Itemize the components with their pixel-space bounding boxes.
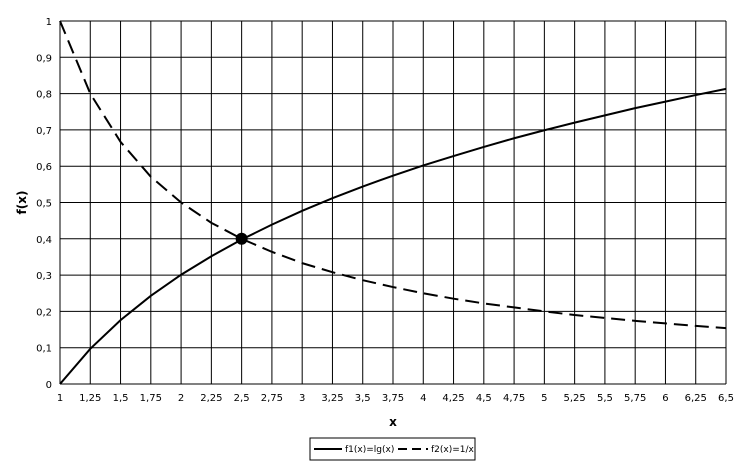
intersection-point: [235, 232, 248, 245]
x-tick-label: 2,25: [200, 393, 222, 404]
series-line-f2: [59, 20, 727, 330]
x-tick-label: 6: [662, 393, 668, 404]
x-tick-label: 6,5: [718, 393, 734, 404]
x-tick-label: 5,5: [597, 393, 613, 404]
grid-lines: [59, 20, 727, 385]
x-tick-label: 4,75: [503, 393, 525, 404]
x-tick-label: 2,5: [234, 393, 250, 404]
x-tick-label: 3,75: [382, 393, 404, 404]
x-tick-label: 3: [299, 393, 305, 404]
x-tick-label: 4,5: [476, 393, 492, 404]
y-tick-label: 0,7: [36, 126, 52, 137]
y-tick-label: 0,6: [36, 162, 52, 173]
y-axis-label: f(x): [15, 191, 29, 215]
y-tick-label: 0,1: [36, 344, 52, 355]
y-tick-label: 0,3: [36, 271, 52, 282]
y-tick-labels: 0 0,1 0,2 0,3 0,4 0,5 0,6 0,7 0,8 0,9 1: [36, 17, 52, 391]
x-tick-label: 4,25: [442, 393, 464, 404]
legend-label-f1: f1(x)=lg(x): [345, 445, 394, 455]
x-tick-labels: 1 1,25 1,5 1,75 2 2,25 2,5 2,75 3 3,25 3,5 3,75 4 4,2…: [57, 393, 734, 404]
legend: f1(x)=lg(x) f2(x)=1/x: [309, 437, 476, 461]
x-tick-label: 5,75: [624, 393, 646, 404]
x-tick-label: 3,25: [321, 393, 343, 404]
y-tick-label: 0: [46, 380, 52, 391]
x-tick-label: 3,5: [355, 393, 371, 404]
legend-box: [309, 437, 476, 461]
y-tick-label: 0,5: [36, 199, 52, 210]
x-tick-label: 1,75: [140, 393, 162, 404]
series-lines: [59, 20, 727, 385]
x-axis-label: x: [389, 415, 397, 429]
y-tick-label: 0,9: [36, 53, 52, 64]
x-tick-label: 5: [541, 393, 547, 404]
series-line-f1: [59, 87, 727, 385]
x-tick-label: 4: [420, 393, 426, 404]
y-tick-label: 0,2: [36, 307, 52, 318]
x-tick-label: 2: [178, 393, 184, 404]
x-tick-label: 1,25: [79, 393, 101, 404]
x-tick-label: 1: [57, 393, 63, 404]
x-tick-label: 6,25: [685, 393, 707, 404]
y-tick-label: 0,4: [36, 235, 52, 246]
x-tick-label: 5,25: [564, 393, 586, 404]
y-tick-label: 1: [46, 17, 52, 28]
legend-label-f2: f2(x)=1/x: [431, 445, 475, 455]
x-tick-label: 2,75: [261, 393, 283, 404]
x-tick-label: 1,5: [113, 393, 129, 404]
y-tick-label: 0,8: [36, 90, 52, 101]
